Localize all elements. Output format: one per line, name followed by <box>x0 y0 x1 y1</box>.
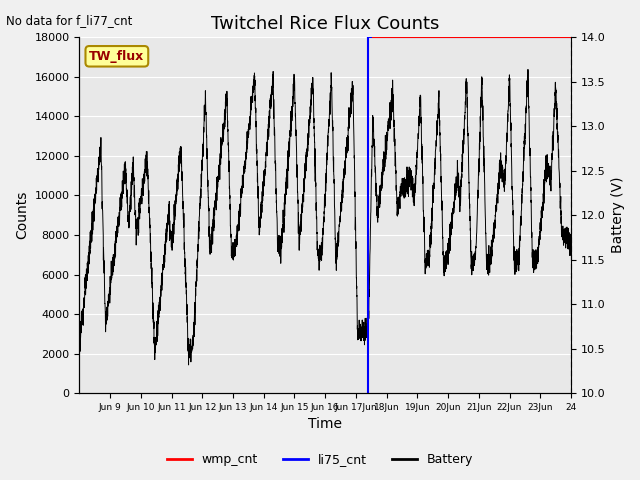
Legend: wmp_cnt, li75_cnt, Battery: wmp_cnt, li75_cnt, Battery <box>162 448 478 471</box>
Text: No data for f_li77_cnt: No data for f_li77_cnt <box>6 14 132 27</box>
X-axis label: Time: Time <box>308 418 342 432</box>
Title: Twitchel Rice Flux Counts: Twitchel Rice Flux Counts <box>211 15 440 33</box>
Text: TW_flux: TW_flux <box>89 50 145 63</box>
Y-axis label: Counts: Counts <box>15 191 29 240</box>
Y-axis label: Battery (V): Battery (V) <box>611 177 625 253</box>
